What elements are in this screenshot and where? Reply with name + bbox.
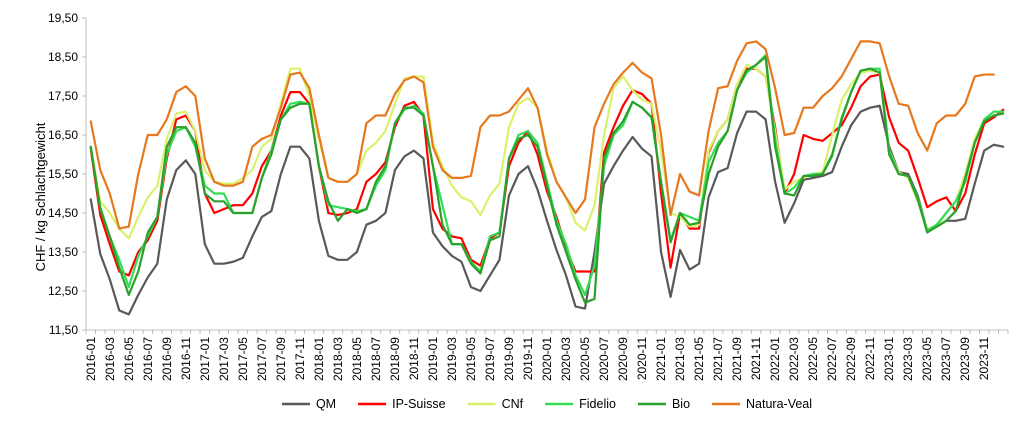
x-tick-label: 2023-03	[901, 337, 915, 381]
legend: QM IP-Suisse CNf Fidelio Bio Natura-Veal	[281, 397, 812, 411]
x-tick-label: 2023-05	[920, 337, 934, 381]
series-line-natura-veal	[89, 40, 995, 230]
x-tick-label: 2022-01	[768, 337, 782, 381]
y-tick-label: 14,50	[48, 206, 78, 220]
y-tick-label: 13,50	[48, 245, 78, 259]
x-tick-label: 2017-11	[293, 337, 307, 380]
x-tick-label: 2019-07	[483, 337, 497, 381]
legend-label-bio: Bio	[672, 397, 690, 411]
legend-label-cnf: CNf	[502, 397, 524, 411]
series-line-fidelio	[89, 53, 1005, 296]
x-tick-label: 2020-09	[616, 337, 630, 381]
x-tick-label: 2021-09	[730, 337, 744, 381]
legend-label-ip-suisse: IP-Suisse	[392, 397, 446, 411]
x-tick-label: 2018-11	[407, 337, 421, 380]
x-tick-label: 2019-11	[521, 337, 535, 380]
x-tick-label: 2022-09	[844, 337, 858, 381]
x-tick-label: 2016-05	[122, 337, 136, 381]
y-axis-label: CHF / kg Schlachtgewicht	[33, 122, 48, 271]
x-tick-label: 2016-11	[179, 337, 193, 380]
series-line-ip-suisse	[89, 67, 1005, 277]
legend-label-qm: QM	[316, 397, 336, 411]
x-tick-label: 2021-07	[711, 337, 725, 381]
x-tick-label: 2019-01	[426, 337, 440, 381]
x-tick-label: 2017-03	[217, 337, 231, 381]
x-tick-label: 2022-03	[787, 337, 801, 381]
x-tick-label: 2023-07	[939, 337, 953, 381]
x-tick-label: 2017-01	[198, 337, 212, 381]
x-tick-label: 2022-07	[825, 337, 839, 381]
y-tick-label: 16,50	[48, 128, 78, 142]
x-tick-label: 2018-07	[369, 337, 383, 381]
x-tick-label: 2020-07	[597, 337, 611, 381]
x-tick-label: 2016-01	[84, 337, 98, 381]
axes	[82, 17, 1009, 334]
series-lines	[89, 40, 1005, 316]
x-tick-label: 2021-01	[654, 337, 668, 381]
y-tick-label: 11,50	[49, 323, 78, 337]
x-tick-label: 2017-07	[255, 337, 269, 381]
x-tick-label: 2020-01	[540, 337, 554, 381]
x-tick-label: 2022-05	[806, 337, 820, 381]
x-tick-label: 2019-09	[502, 337, 516, 381]
legend-label-fidelio: Fidelio	[579, 397, 616, 411]
x-tick-label: 2021-05	[692, 337, 706, 381]
legend-label-natura-veal: Natura-Veal	[746, 397, 812, 411]
x-tick-label: 2018-09	[388, 337, 402, 381]
tick-labels: 11,50 12,50 13,50 14,50 15,50 16,50 17,50 18,50…	[48, 11, 991, 381]
x-tick-label: 2016-09	[160, 337, 174, 381]
y-tick-label: 19,50	[48, 11, 78, 25]
x-tick-label: 2020-11	[635, 337, 649, 380]
y-tick-label: 18,50	[48, 50, 78, 64]
x-tick-label: 2022-11	[863, 337, 877, 380]
x-tick-label: 2018-05	[350, 337, 364, 381]
x-tick-label: 2018-01	[312, 337, 326, 381]
x-tick-label: 2020-05	[578, 337, 592, 381]
x-tick-label: 2016-03	[103, 337, 117, 381]
x-tick-label: 2019-05	[464, 337, 478, 381]
series-line-qm	[89, 104, 1005, 316]
x-tick-label: 2017-05	[236, 337, 250, 381]
x-tick-label: 2018-03	[331, 337, 345, 381]
x-tick-label: 2016-07	[141, 337, 155, 381]
y-tick-label: 15,50	[48, 167, 78, 181]
x-tick-label: 2023-11	[977, 337, 991, 380]
x-tick-label: 2019-03	[445, 337, 459, 381]
x-tick-label: 2021-03	[673, 337, 687, 381]
x-tick-label: 2017-09	[274, 337, 288, 381]
x-tick-label: 2021-11	[749, 337, 763, 380]
series-line-bio	[89, 55, 1005, 304]
x-tick-label: 2023-09	[958, 337, 972, 381]
y-tick-label: 12,50	[48, 284, 78, 298]
x-tick-label: 2020-03	[559, 337, 573, 381]
y-tick-label: 17,50	[48, 89, 78, 103]
x-tick-label: 2023-01	[882, 337, 896, 381]
